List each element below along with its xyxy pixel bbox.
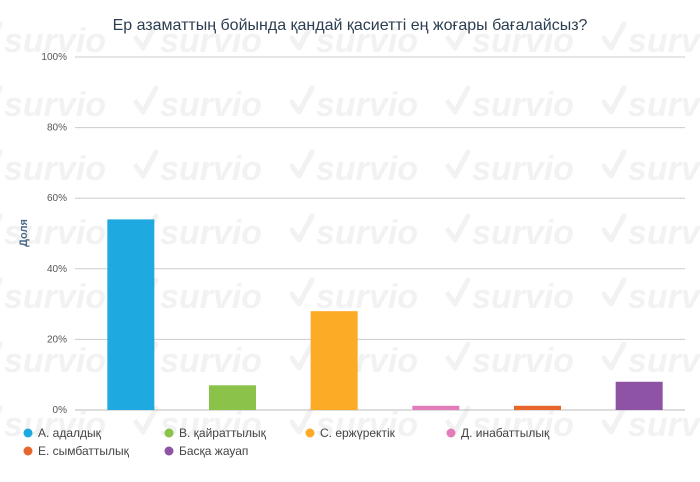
watermark-text: survio: [316, 214, 418, 252]
watermark-text: survio: [160, 406, 262, 444]
y-tick-label: 80%: [47, 123, 67, 134]
watermark-text: survio: [628, 278, 700, 316]
watermark-check-icon: [289, 277, 315, 307]
watermark-text: survio: [316, 86, 418, 124]
watermark-text: survio: [160, 86, 262, 124]
legend-label: С. ержүректік: [320, 426, 396, 440]
watermark-text: survio: [4, 150, 106, 188]
legend-marker: [305, 428, 315, 438]
watermark-text: survio: [316, 22, 418, 60]
watermark-check-icon: [445, 85, 471, 115]
watermark-text: survio: [628, 342, 700, 380]
legend-label: А. адалдық: [38, 426, 102, 440]
bar: [412, 405, 460, 410]
watermark-text: survio: [160, 342, 262, 380]
bar: [209, 385, 256, 410]
watermark-check-icon: [601, 21, 627, 51]
watermark-check-icon: [289, 21, 315, 51]
watermark-check-icon: [445, 149, 471, 179]
watermark-check-icon: [601, 277, 627, 307]
gridlines: [75, 56, 685, 411]
y-tick-label: 20%: [47, 334, 67, 345]
watermark-check-icon: [445, 21, 471, 51]
chart-title: Ер азаматтың бойында қандай қасиетті ең …: [113, 17, 588, 34]
watermark-check-icon: [601, 405, 627, 435]
bar: [514, 405, 561, 410]
watermark-text: survio: [160, 214, 262, 252]
watermark-check-icon: [601, 341, 627, 371]
bar: [107, 219, 155, 410]
watermark-text: survio: [316, 406, 418, 444]
watermark-text: survio: [628, 406, 700, 444]
watermark-text: survio: [472, 86, 574, 124]
legend-marker: [446, 428, 456, 438]
watermark-text: survio: [316, 278, 418, 316]
watermark-check-icon: [289, 405, 315, 435]
watermark-text: survio: [472, 278, 574, 316]
watermark-check-icon: [133, 149, 159, 179]
watermark-text: survio: [160, 22, 262, 60]
watermark-text: survio: [4, 86, 106, 124]
y-tick-label: 60%: [47, 193, 67, 204]
y-axis-label: Доля: [18, 219, 30, 247]
watermark-check-icon: [133, 85, 159, 115]
watermark-text: survio: [4, 214, 106, 252]
watermark-check-icon: [289, 149, 315, 179]
legend-label: Басқа жауап: [179, 444, 248, 458]
bar: [310, 311, 358, 410]
watermark-check-icon: [289, 85, 315, 115]
y-tick-label: 0%: [53, 405, 68, 416]
y-axis-ticks: 0% 20% 40% 60% 80% 100%: [41, 52, 67, 416]
watermark-check-icon: [289, 213, 315, 243]
watermark-text: survio: [472, 406, 574, 444]
legend-marker: [164, 428, 174, 438]
y-tick-label: 40%: [47, 264, 67, 275]
watermark-text: survio: [628, 150, 700, 188]
bar: [615, 381, 663, 410]
watermark-check-icon: [601, 85, 627, 115]
watermark-text: survio: [472, 342, 574, 380]
watermark-check-icon: [445, 341, 471, 371]
watermark-text: survio: [316, 150, 418, 188]
watermark-text: survio: [4, 342, 106, 380]
watermark-check-icon: [601, 213, 627, 243]
watermark-check-icon: [601, 149, 627, 179]
watermark-text: survio: [472, 214, 574, 252]
watermark-check-icon: [133, 21, 159, 51]
legend-marker: [164, 446, 174, 456]
legend-marker: [23, 428, 33, 438]
watermark-text: survio: [628, 22, 700, 60]
watermark-text: survio: [628, 86, 700, 124]
watermark-text: survio: [160, 150, 262, 188]
watermark-text: survio: [4, 22, 106, 60]
legend-label: Д. инабаттылық: [461, 426, 550, 440]
watermark-check-icon: [445, 213, 471, 243]
watermark-text: survio: [160, 278, 262, 316]
legend-marker: [23, 446, 33, 456]
watermark-text: survio: [472, 22, 574, 60]
watermark-check-icon: [133, 405, 159, 435]
watermark-check-icon: [445, 277, 471, 307]
legend-label: В. қайраттылық: [179, 426, 267, 440]
bars: [107, 219, 663, 410]
watermark-check-icon: [289, 341, 315, 371]
watermark-text: survio: [472, 150, 574, 188]
legend-label: Е. сымбаттылық: [38, 444, 130, 458]
watermark-text: survio: [628, 214, 700, 252]
legend: А. адалдық В. қайраттылық С. ержүректік Д. …: [23, 426, 550, 458]
watermark-text: survio: [4, 406, 106, 444]
y-tick-label: 100%: [41, 52, 67, 63]
watermark-text: survio: [4, 278, 106, 316]
